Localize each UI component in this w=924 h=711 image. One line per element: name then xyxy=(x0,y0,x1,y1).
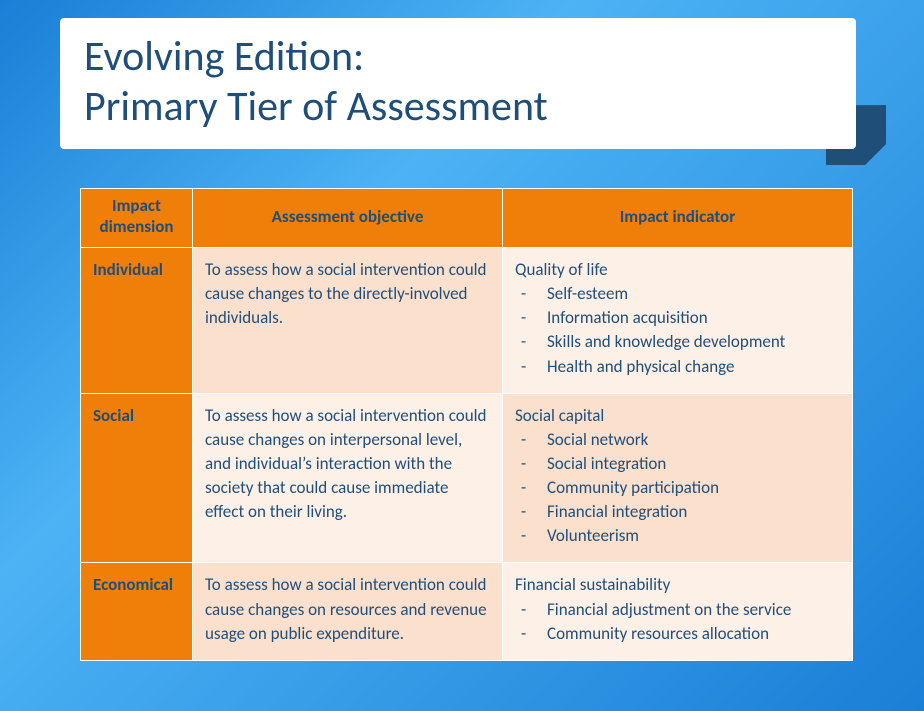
cell-dimension: Economical xyxy=(81,563,193,660)
indicator-item: Financial integration xyxy=(521,500,840,524)
indicator-item: Social integration xyxy=(521,452,840,476)
title-line-2: Primary Tier of Assessment xyxy=(84,81,548,132)
indicator-heading: Social capital xyxy=(515,404,840,428)
indicator-item: Community participation xyxy=(521,476,840,500)
indicator-list: Financial adjustment on the serviceCommu… xyxy=(515,598,840,646)
col-header-indicator: Impact indicator xyxy=(503,189,853,248)
table-row: EconomicalTo assess how a social interve… xyxy=(81,563,853,660)
indicator-item: Self-esteem xyxy=(521,282,840,306)
cell-indicator: Financial sustainabilityFinancial adjust… xyxy=(503,563,853,660)
indicator-item: Financial adjustment on the service xyxy=(521,598,840,622)
cell-indicator: Quality of lifeSelf-esteemInformation ac… xyxy=(503,248,853,394)
cell-objective: To assess how a social intervention coul… xyxy=(193,393,503,563)
title-panel: Evolving Edition: Primary Tier of Assess… xyxy=(60,18,856,149)
cell-objective: To assess how a social intervention coul… xyxy=(193,563,503,660)
slide-title: Evolving Edition: Primary Tier of Assess… xyxy=(84,32,832,131)
cell-objective: To assess how a social intervention coul… xyxy=(193,248,503,394)
table-row: IndividualTo assess how a social interve… xyxy=(81,248,853,394)
col-header-objective: Assessment objective xyxy=(193,189,503,248)
table-body: IndividualTo assess how a social interve… xyxy=(81,248,853,661)
indicator-item: Volunteerism xyxy=(521,524,840,548)
cell-indicator: Social capitalSocial networkSocial integ… xyxy=(503,393,853,563)
indicator-item: Skills and knowledge development xyxy=(521,330,840,354)
cell-dimension: Social xyxy=(81,393,193,563)
title-panel-wrap: Evolving Edition: Primary Tier of Assess… xyxy=(60,18,880,149)
col-header-dimension: Impact dimension xyxy=(81,189,193,248)
indicator-item: Information acquisition xyxy=(521,306,840,330)
assessment-table-wrap: Impact dimension Assessment objective Im… xyxy=(80,188,852,661)
title-line-1: Evolving Edition: xyxy=(84,31,364,82)
indicator-list: Self-esteemInformation acquisitionSkills… xyxy=(515,282,840,379)
indicator-list: Social networkSocial integrationCommunit… xyxy=(515,428,840,549)
cell-dimension: Individual xyxy=(81,248,193,394)
indicator-item: Community resources allocation xyxy=(521,622,840,646)
indicator-heading: Quality of life xyxy=(515,258,840,282)
table-header-row: Impact dimension Assessment objective Im… xyxy=(81,189,853,248)
table-row: SocialTo assess how a social interventio… xyxy=(81,393,853,563)
assessment-table: Impact dimension Assessment objective Im… xyxy=(80,188,853,661)
indicator-item: Health and physical change xyxy=(521,355,840,379)
indicator-heading: Financial sustainability xyxy=(515,573,840,597)
indicator-item: Social network xyxy=(521,428,840,452)
